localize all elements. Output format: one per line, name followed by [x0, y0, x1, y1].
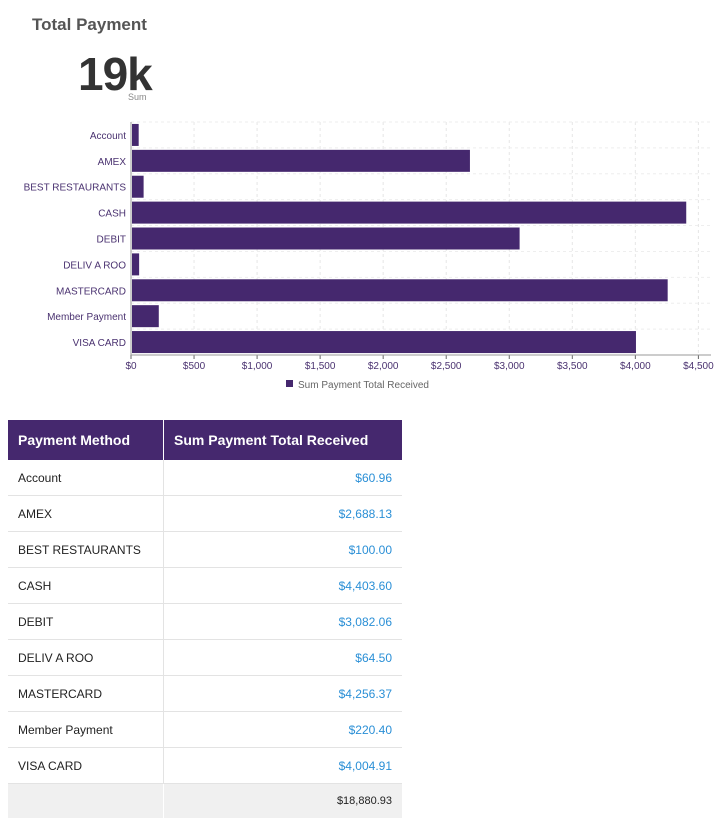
payment-method-cell: MASTERCARD [8, 676, 164, 712]
chart-bars [132, 124, 686, 353]
bar[interactable] [132, 253, 139, 275]
x-tick-label: $3,000 [494, 361, 525, 372]
kpi-value: 19k [78, 50, 152, 98]
table-row[interactable]: AMEX$2,688.13 [8, 496, 402, 532]
bar[interactable] [132, 305, 159, 327]
x-tick-label: $3,500 [557, 361, 588, 372]
page-title: Total Payment [32, 15, 147, 35]
bar[interactable] [132, 176, 144, 198]
payment-total-cell[interactable]: $220.40 [164, 712, 403, 748]
payment-total-cell[interactable]: $64.50 [164, 640, 403, 676]
payment-method-cell: CASH [8, 568, 164, 604]
payment-method-cell: DEBIT [8, 604, 164, 640]
category-label: MASTERCARD [56, 286, 126, 297]
payment-total-cell[interactable]: $4,403.60 [164, 568, 403, 604]
bar[interactable] [132, 279, 668, 301]
payment-table: Payment Method Sum Payment Total Receive… [8, 420, 402, 818]
payment-method-cell: BEST RESTAURANTS [8, 532, 164, 568]
table-row[interactable]: VISA CARD$4,004.91 [8, 748, 402, 784]
payment-method-cell: AMEX [8, 496, 164, 532]
legend-swatch [286, 380, 293, 387]
table-row[interactable]: DELIV A ROO$64.50 [8, 640, 402, 676]
table-header-row: Payment Method Sum Payment Total Receive… [8, 420, 402, 460]
table-row[interactable]: MASTERCARD$4,256.37 [8, 676, 402, 712]
table-row[interactable]: CASH$4,403.60 [8, 568, 402, 604]
category-label: VISA CARD [73, 338, 126, 349]
category-labels: Account AMEX BEST RESTAURANTS CASH DEBIT DELI… [24, 131, 127, 349]
column-header-method[interactable]: Payment Method [8, 420, 164, 460]
bar[interactable] [132, 150, 470, 172]
table-total-row: $18,880.93 [8, 784, 402, 818]
x-tick-label: $1,000 [242, 361, 273, 372]
payment-total-cell[interactable]: $4,004.91 [164, 748, 403, 784]
x-tick-label: $4,500 [683, 361, 714, 372]
x-tick-label: $500 [183, 361, 206, 372]
payment-total-cell[interactable]: $100.00 [164, 532, 403, 568]
category-label: Account [90, 131, 126, 142]
bar[interactable] [132, 202, 686, 224]
bar[interactable] [132, 228, 520, 250]
category-label: Member Payment [47, 312, 126, 323]
payment-method-cell: VISA CARD [8, 748, 164, 784]
payment-method-cell: DELIV A ROO [8, 640, 164, 676]
bar[interactable] [132, 124, 139, 146]
chart-legend: Sum Payment Total Received [286, 380, 429, 391]
x-tick-label: $0 [125, 361, 137, 372]
category-label: DEBIT [97, 235, 126, 246]
payment-total-cell[interactable]: $3,082.06 [164, 604, 403, 640]
x-tick-label: $2,000 [368, 361, 399, 372]
table-row[interactable]: Member Payment$220.40 [8, 712, 402, 748]
category-label: CASH [98, 209, 126, 220]
x-tick-label: $1,500 [305, 361, 336, 372]
category-label: BEST RESTAURANTS [24, 183, 127, 194]
payment-total-cell[interactable]: $60.96 [164, 460, 403, 496]
table-row[interactable]: DEBIT$3,082.06 [8, 604, 402, 640]
total-value: $18,880.93 [164, 784, 403, 818]
bar[interactable] [132, 331, 636, 353]
bar-chart: Account AMEX BEST RESTAURANTS CASH DEBIT DELI… [0, 110, 726, 400]
payment-method-cell: Account [8, 460, 164, 496]
table-row[interactable]: BEST RESTAURANTS$100.00 [8, 532, 402, 568]
payment-total-cell[interactable]: $4,256.37 [164, 676, 403, 712]
x-tick-label: $2,500 [431, 361, 462, 372]
table-row[interactable]: Account$60.96 [8, 460, 402, 496]
payment-method-cell: Member Payment [8, 712, 164, 748]
kpi-label: Sum [128, 92, 147, 102]
category-label: AMEX [98, 157, 127, 168]
x-tick-label: $4,000 [620, 361, 651, 372]
payment-total-cell[interactable]: $2,688.13 [164, 496, 403, 532]
legend-label: Sum Payment Total Received [298, 380, 429, 391]
total-label-cell [8, 784, 164, 818]
x-tick-labels: $0 $500 $1,000 $1,500 $2,000 $2,500 $3,000 $3,5… [125, 361, 714, 372]
column-header-total[interactable]: Sum Payment Total Received [164, 420, 403, 460]
category-label: DELIV A ROO [63, 260, 126, 271]
